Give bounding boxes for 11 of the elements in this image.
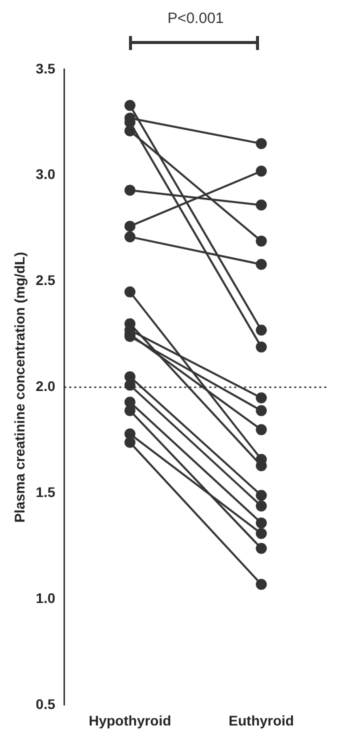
y-tick-label: 3.5 — [36, 60, 56, 76]
y-tick-label: 3.0 — [36, 166, 56, 182]
x-tick-label: Hypothyroid — [88, 712, 172, 728]
y-tick-label: 1.0 — [36, 590, 56, 606]
y-tick-label: 1.5 — [36, 484, 56, 500]
y-axis-title: Plasma creatinine concentration (mg/dL) — [11, 252, 28, 523]
x-tick-label: Euthyroid — [228, 712, 294, 728]
y-tick-label: 2.0 — [36, 378, 56, 394]
text: P<0.001 — [166, 10, 225, 27]
y-tick-label: 0.5 — [36, 696, 56, 712]
y-tick-label: 2.5 — [36, 272, 56, 288]
